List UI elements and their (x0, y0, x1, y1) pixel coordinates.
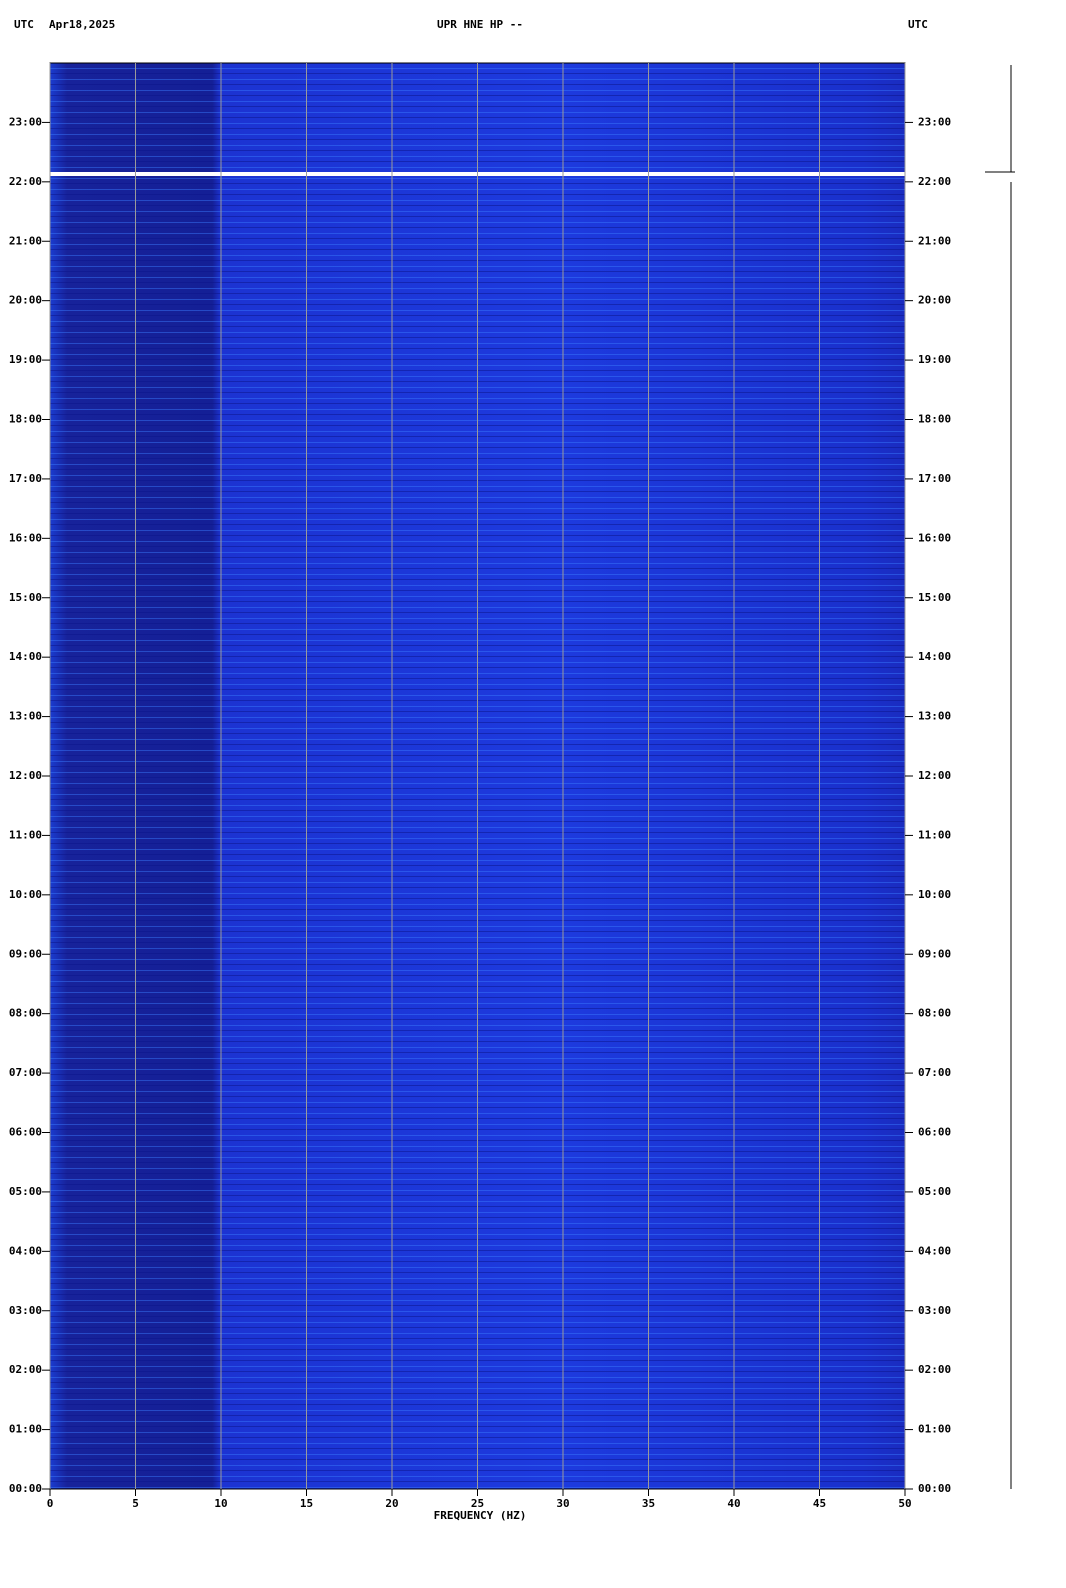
header-left: UTC (14, 18, 34, 31)
y-tick-label: 10:00 (9, 888, 42, 901)
y-tick-label-right: 17:00 (918, 472, 951, 485)
y-tick-label: 19:00 (9, 353, 42, 366)
y-tick-label-right: 18:00 (918, 413, 951, 426)
y-tick-label-right: 05:00 (918, 1185, 951, 1198)
x-tick-label: 45 (813, 1497, 826, 1510)
x-tick-label: 35 (642, 1497, 655, 1510)
y-tick-label: 17:00 (9, 472, 42, 485)
y-tick-label-right: 06:00 (918, 1126, 951, 1139)
y-tick-label: 09:00 (9, 947, 42, 960)
y-tick-label: 07:00 (9, 1066, 42, 1079)
y-tick-label: 03:00 (9, 1304, 42, 1317)
y-tick-label-right: 02:00 (918, 1363, 951, 1376)
y-tick-label-right: 12:00 (918, 769, 951, 782)
y-tick-label-right: 22:00 (918, 175, 951, 188)
y-tick-label-right: 21:00 (918, 234, 951, 247)
y-tick-label: 01:00 (9, 1423, 42, 1436)
y-tick-label: 02:00 (9, 1363, 42, 1376)
y-tick-label: 06:00 (9, 1126, 42, 1139)
y-tick-label: 08:00 (9, 1007, 42, 1020)
x-tick-label: 50 (898, 1497, 911, 1510)
y-tick-label-right: 20:00 (918, 294, 951, 307)
x-axis-label: FREQUENCY (HZ) (434, 1509, 527, 1522)
y-tick-label: 11:00 (9, 828, 42, 841)
y-tick-label-right: 14:00 (918, 650, 951, 663)
date: Apr18,2025 (49, 18, 115, 31)
x-tick-label: 25 (471, 1497, 484, 1510)
x-tick-label: 0 (47, 1497, 54, 1510)
y-tick-label: 20:00 (9, 294, 42, 307)
x-tick-label: 5 (132, 1497, 139, 1510)
y-tick-label-right: 04:00 (918, 1244, 951, 1257)
y-tick-label: 05:00 (9, 1185, 42, 1198)
y-tick-label: 14:00 (9, 650, 42, 663)
header-right: UTC (908, 18, 928, 31)
y-tick-label-right: 23:00 (918, 115, 951, 128)
y-tick-label-right: 19:00 (918, 353, 951, 366)
y-tick-label: 23:00 (9, 115, 42, 128)
y-tick-label-right: 15:00 (918, 591, 951, 604)
y-tick-label: 00:00 (9, 1482, 42, 1495)
y-tick-label-right: 08:00 (918, 1007, 951, 1020)
y-tick-label: 16:00 (9, 531, 42, 544)
y-tick-label: 18:00 (9, 413, 42, 426)
y-tick-label: 13:00 (9, 710, 42, 723)
y-tick-label: 21:00 (9, 234, 42, 247)
y-tick-label-right: 10:00 (918, 888, 951, 901)
chart-title: UPR HNE HP -- (437, 18, 523, 31)
x-tick-label: 40 (727, 1497, 740, 1510)
y-tick-label-right: 07:00 (918, 1066, 951, 1079)
y-tick-label: 04:00 (9, 1244, 42, 1257)
y-tick-label: 12:00 (9, 769, 42, 782)
x-tick-label: 15 (300, 1497, 313, 1510)
y-tick-label: 15:00 (9, 591, 42, 604)
y-tick-label-right: 01:00 (918, 1423, 951, 1436)
x-tick-label: 20 (385, 1497, 398, 1510)
y-tick-label-right: 09:00 (918, 947, 951, 960)
y-tick-label-right: 16:00 (918, 531, 951, 544)
y-tick-label: 22:00 (9, 175, 42, 188)
y-tick-label-right: 11:00 (918, 828, 951, 841)
y-tick-label-right: 13:00 (918, 710, 951, 723)
x-tick-label: 10 (214, 1497, 227, 1510)
y-tick-label-right: 03:00 (918, 1304, 951, 1317)
x-tick-label: 30 (556, 1497, 569, 1510)
y-tick-label-right: 00:00 (918, 1482, 951, 1495)
